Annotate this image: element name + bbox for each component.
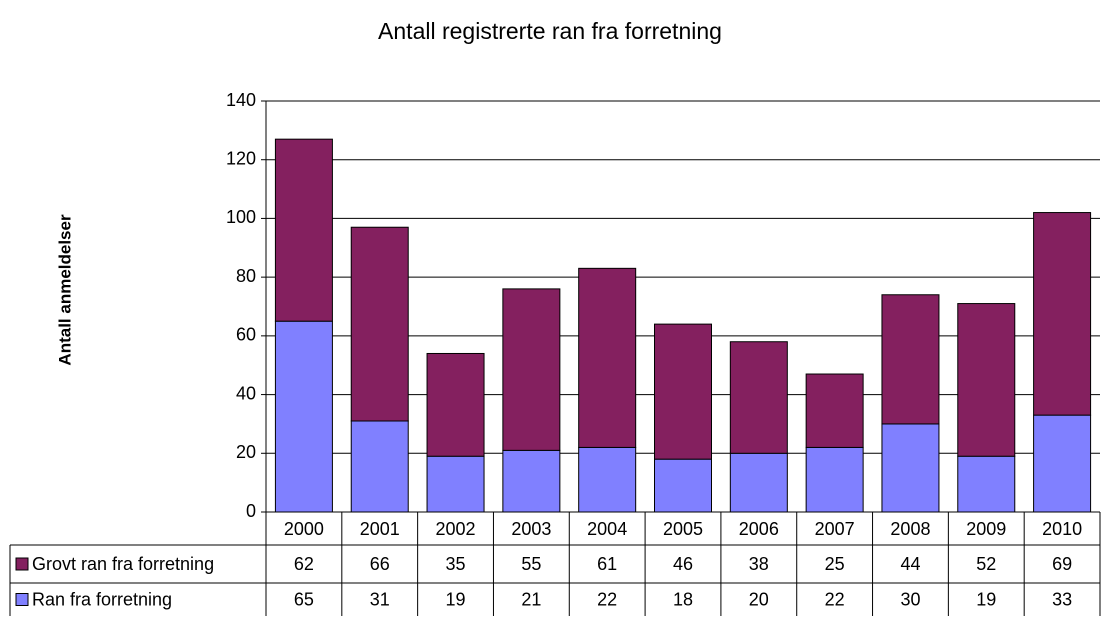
- table-value: 44: [900, 554, 920, 574]
- x-tick-label: 2006: [739, 519, 779, 539]
- bar-segment: [805, 373, 864, 448]
- bar-segment: [654, 323, 712, 460]
- x-tick-label: 2007: [815, 519, 855, 539]
- bar-segment: [805, 446, 864, 513]
- x-tick-label: 2003: [511, 519, 551, 539]
- table-value: 21: [521, 589, 541, 609]
- table-value: 35: [446, 554, 466, 574]
- table-value: 65: [294, 589, 314, 609]
- y-tick-label: 40: [236, 383, 256, 403]
- bar-segment: [729, 341, 788, 454]
- x-tick-label: 2001: [360, 519, 400, 539]
- bar-segment: [502, 288, 561, 451]
- x-tick-label: 2009: [966, 519, 1006, 539]
- table-value: 19: [976, 589, 996, 609]
- x-tick-label: 2004: [587, 519, 627, 539]
- table-value: 66: [370, 554, 390, 574]
- legend-label: Ran fra forretning: [32, 589, 172, 609]
- bar-segment: [578, 267, 637, 448]
- y-tick-label: 80: [236, 266, 256, 286]
- legend-label: Grovt ran fra forretning: [32, 554, 214, 574]
- y-tick-label: 120: [226, 148, 256, 168]
- bar-segment: [426, 455, 485, 513]
- table-value: 38: [749, 554, 769, 574]
- y-tick-label: 100: [226, 207, 256, 227]
- bar-segment: [881, 423, 940, 513]
- table-value: 18: [673, 589, 693, 609]
- table-value: 62: [294, 554, 314, 574]
- table-value: 30: [900, 589, 920, 609]
- x-tick-label: 2000: [284, 519, 324, 539]
- bar-segment: [350, 226, 409, 422]
- table-value: 22: [597, 589, 617, 609]
- y-tick-label: 60: [236, 325, 256, 345]
- bar-segment: [1033, 212, 1092, 416]
- bar-segment: [957, 455, 1016, 513]
- x-tick-label: 2010: [1042, 519, 1082, 539]
- table-value: 19: [446, 589, 466, 609]
- bar-segment: [426, 352, 485, 457]
- bar-segment: [578, 446, 637, 513]
- y-tick-label: 140: [226, 90, 256, 110]
- table-value: 31: [370, 589, 390, 609]
- table-value: 61: [597, 554, 617, 574]
- x-tick-label: 2005: [663, 519, 703, 539]
- legend-key: [15, 593, 29, 606]
- table-value: 52: [976, 554, 996, 574]
- x-tick-label: 2008: [890, 519, 930, 539]
- bar-segment: [274, 138, 333, 322]
- bar-segment: [1033, 414, 1092, 513]
- bar-segment: [729, 452, 788, 513]
- bar-segment: [957, 303, 1016, 457]
- bar-segment: [881, 294, 940, 425]
- bar-segment: [350, 420, 409, 513]
- table-value: 22: [825, 589, 845, 609]
- bar-segment: [502, 449, 561, 513]
- table-value: 20: [749, 589, 769, 609]
- x-tick-label: 2002: [436, 519, 476, 539]
- table-value: 55: [521, 554, 541, 574]
- bar-segment: [654, 458, 712, 513]
- bar-segment: [274, 320, 333, 513]
- table-value: 33: [1052, 589, 1072, 609]
- table-value: 69: [1052, 554, 1072, 574]
- y-tick-label: 0: [246, 501, 256, 521]
- table-value: 25: [825, 554, 845, 574]
- y-tick-label: 20: [236, 442, 256, 462]
- legend-key: [15, 557, 29, 571]
- y-axis-label: Antall anmeldelser: [55, 214, 74, 366]
- table-value: 46: [673, 554, 693, 574]
- chart-title: Antall registrerte ran fra forretning: [378, 18, 722, 44]
